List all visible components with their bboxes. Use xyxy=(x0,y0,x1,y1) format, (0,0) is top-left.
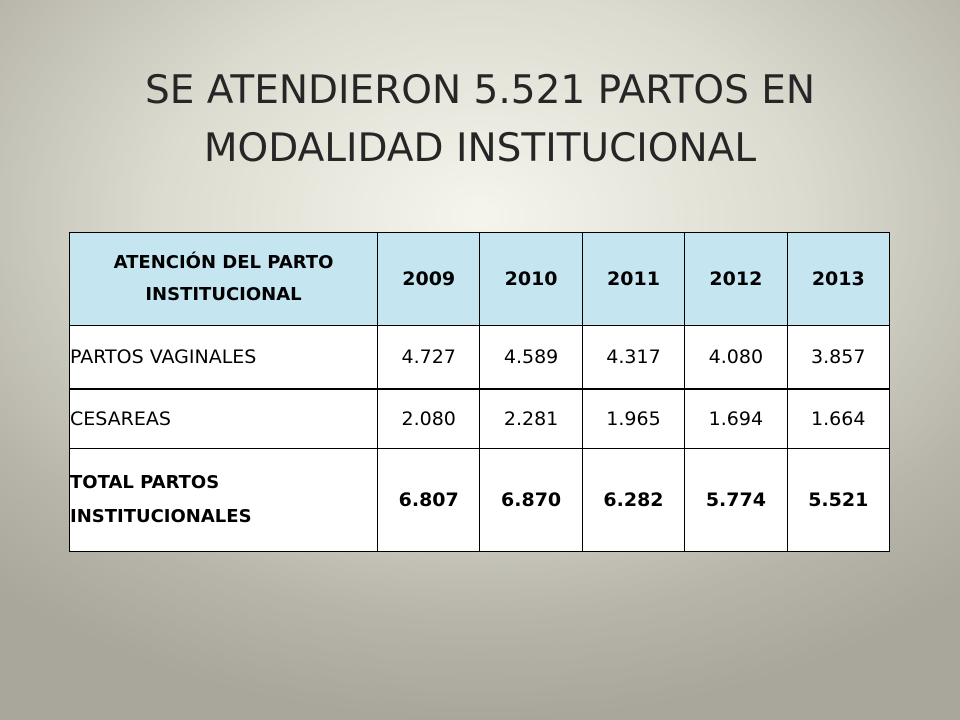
table-row-vaginal-births: PARTOS VAGINALES 4.727 4.589 4.317 4.080… xyxy=(69,325,890,390)
table-cell: 5.774 xyxy=(684,448,788,552)
slide-title-line-1: SE ATENDIERON 5.521 PARTOS EN xyxy=(144,68,816,113)
table-cell: 4.727 xyxy=(376,325,481,390)
table-header-row: ATENCIÓN DEL PARTO INSTITUCIONAL 2009 20… xyxy=(69,232,890,326)
table-cell: 1.694 xyxy=(684,388,788,449)
slide-title-line-2: MODALIDAD INSTITUCIONAL xyxy=(203,126,757,171)
row-label: CESAREAS xyxy=(69,388,378,449)
table-cell: 4.589 xyxy=(479,325,583,390)
header-year-2011: 2011 xyxy=(581,232,686,326)
header-label-cell: ATENCIÓN DEL PARTO INSTITUCIONAL xyxy=(69,232,378,326)
table-cell: 3.857 xyxy=(786,325,890,390)
slide-title: SE ATENDIERON 5.521 PARTOS EN MODALIDAD … xyxy=(40,62,920,178)
row-label: TOTAL PARTOS INSTITUCIONALES xyxy=(69,448,378,552)
header-year-2010: 2010 xyxy=(479,232,583,326)
table-cell: 1.664 xyxy=(786,388,890,449)
table-cell: 6.807 xyxy=(376,448,481,552)
table-cell: 6.870 xyxy=(479,448,583,552)
table-cell: 5.521 xyxy=(786,448,890,552)
institutional-births-table: ATENCIÓN DEL PARTO INSTITUCIONAL 2009 20… xyxy=(69,232,890,552)
table-cell: 6.282 xyxy=(581,448,686,552)
table-cell: 4.317 xyxy=(581,325,686,390)
table-cell: 2.281 xyxy=(479,388,583,449)
header-year-2012: 2012 xyxy=(684,232,788,326)
table-row-total: TOTAL PARTOS INSTITUCIONALES 6.807 6.870… xyxy=(69,448,890,552)
header-year-2013: 2013 xyxy=(786,232,890,326)
table-cell: 4.080 xyxy=(684,325,788,390)
table-row-cesareans: CESAREAS 2.080 2.281 1.965 1.694 1.664 xyxy=(69,388,890,449)
header-year-2009: 2009 xyxy=(376,232,481,326)
table-cell: 1.965 xyxy=(581,388,686,449)
table-cell: 2.080 xyxy=(376,388,481,449)
row-label: PARTOS VAGINALES xyxy=(69,325,378,390)
